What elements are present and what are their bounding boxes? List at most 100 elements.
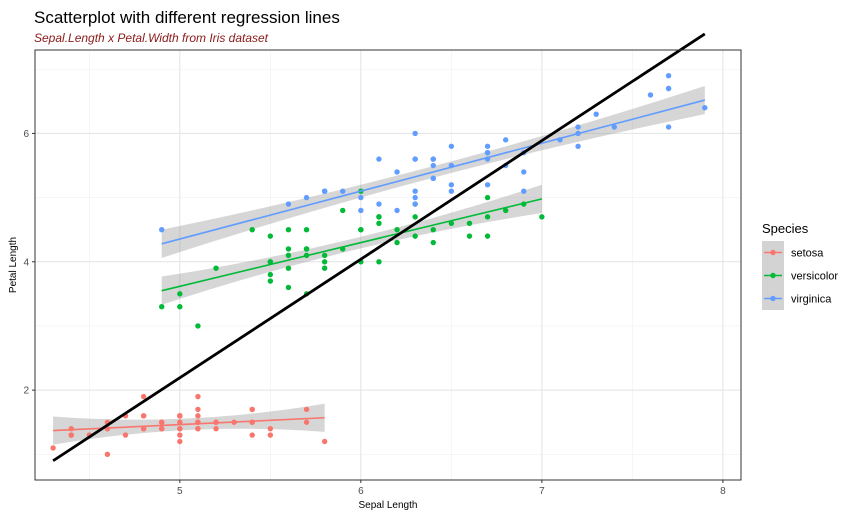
- point-virginica: [521, 188, 527, 194]
- point-virginica: [448, 188, 455, 194]
- point-virginica: [358, 194, 364, 201]
- fit-line-versicolor: [161, 198, 543, 292]
- point-virginica: [665, 85, 672, 92]
- y-axis-title: Petal Length: [8, 237, 19, 293]
- legend-key-point-setosa: [770, 249, 776, 256]
- point-setosa: [140, 425, 147, 432]
- x-tick-label: 6: [358, 486, 364, 497]
- point-versicolor: [376, 214, 382, 220]
- point-setosa: [177, 438, 183, 445]
- point-virginica: [376, 156, 382, 162]
- point-versicolor: [177, 291, 183, 297]
- point-virginica: [484, 143, 491, 149]
- point-virginica: [665, 124, 672, 130]
- point-virginica: [412, 130, 418, 137]
- point-versicolor: [303, 246, 310, 252]
- point-virginica: [575, 124, 581, 130]
- point-versicolor: [376, 259, 382, 265]
- point-virginica: [412, 194, 418, 201]
- fit-line-overall: [52, 32, 706, 462]
- x-tick-label: 5: [177, 486, 183, 497]
- point-versicolor: [539, 214, 545, 220]
- point-virginica: [647, 92, 654, 98]
- point-setosa: [195, 425, 201, 432]
- point-virginica: [430, 162, 436, 169]
- point-virginica: [430, 175, 436, 182]
- point-versicolor: [195, 323, 201, 329]
- point-setosa: [303, 419, 310, 425]
- point-virginica: [575, 143, 581, 149]
- point-versicolor: [285, 246, 292, 252]
- legend-key-point-versicolor: [770, 272, 776, 279]
- point-setosa: [303, 406, 310, 413]
- point-virginica: [611, 124, 617, 130]
- point-setosa: [140, 413, 147, 419]
- point-versicolor: [412, 214, 418, 220]
- point-virginica: [412, 201, 418, 207]
- y-tick-label: 2: [23, 386, 29, 397]
- point-versicolor: [430, 239, 436, 246]
- legend-title: Species: [762, 221, 809, 236]
- point-setosa: [122, 432, 129, 438]
- point-versicolor: [484, 233, 491, 239]
- point-virginica: [484, 182, 491, 188]
- point-versicolor: [340, 207, 346, 214]
- point-versicolor: [466, 220, 473, 226]
- point-versicolor: [484, 214, 491, 220]
- point-versicolor: [321, 265, 328, 271]
- point-setosa: [267, 425, 274, 432]
- point-virginica: [448, 182, 455, 188]
- point-versicolor: [358, 227, 364, 233]
- point-versicolor: [267, 271, 274, 278]
- point-virginica: [394, 207, 400, 214]
- fit-line-virginica: [161, 99, 705, 245]
- point-setosa: [104, 451, 111, 458]
- chart-subtitle: Sepal.Length x Petal.Width from Iris dat…: [34, 31, 269, 45]
- x-tick-label: 8: [720, 486, 726, 497]
- point-setosa: [140, 393, 147, 400]
- point-versicolor: [321, 252, 328, 259]
- point-versicolor: [466, 233, 473, 239]
- chart-title: Scatterplot with different regression li…: [34, 8, 340, 27]
- legend-label-versicolor: versicolor: [791, 271, 838, 283]
- point-virginica: [321, 188, 328, 194]
- point-versicolor: [303, 227, 310, 233]
- x-axis-title: Sepal Length: [359, 500, 418, 511]
- point-versicolor: [376, 220, 382, 226]
- point-setosa: [249, 432, 255, 438]
- point-versicolor: [394, 239, 400, 246]
- point-setosa: [159, 419, 165, 425]
- data-points: [50, 72, 708, 458]
- point-virginica: [303, 194, 310, 201]
- point-virginica: [448, 143, 455, 149]
- point-versicolor: [285, 284, 292, 291]
- point-versicolor: [321, 259, 328, 265]
- point-virginica: [502, 137, 509, 143]
- point-setosa: [50, 445, 56, 451]
- axis-ticks: 5 6 7 8 2 4 6: [23, 129, 726, 497]
- point-versicolor: [448, 220, 455, 226]
- point-versicolor: [267, 259, 274, 265]
- point-versicolor: [159, 304, 165, 310]
- point-virginica: [521, 169, 527, 175]
- grid: [35, 50, 741, 480]
- point-setosa: [177, 413, 183, 419]
- confidence-bands: [53, 85, 705, 445]
- point-virginica: [593, 111, 599, 117]
- point-virginica: [394, 169, 400, 175]
- point-setosa: [249, 406, 255, 413]
- y-tick-label: 6: [23, 129, 29, 140]
- point-versicolor: [249, 227, 255, 233]
- legend-key-point-virginica: [770, 295, 776, 302]
- y-tick-label: 4: [23, 257, 29, 268]
- point-virginica: [358, 207, 364, 214]
- point-versicolor: [484, 194, 491, 201]
- point-versicolor: [394, 227, 400, 233]
- point-virginica: [412, 188, 418, 194]
- point-setosa: [177, 432, 183, 438]
- point-versicolor: [267, 233, 274, 239]
- legend-label-setosa: setosa: [791, 248, 824, 260]
- point-setosa: [195, 406, 201, 413]
- point-versicolor: [285, 265, 292, 271]
- point-virginica: [430, 156, 436, 162]
